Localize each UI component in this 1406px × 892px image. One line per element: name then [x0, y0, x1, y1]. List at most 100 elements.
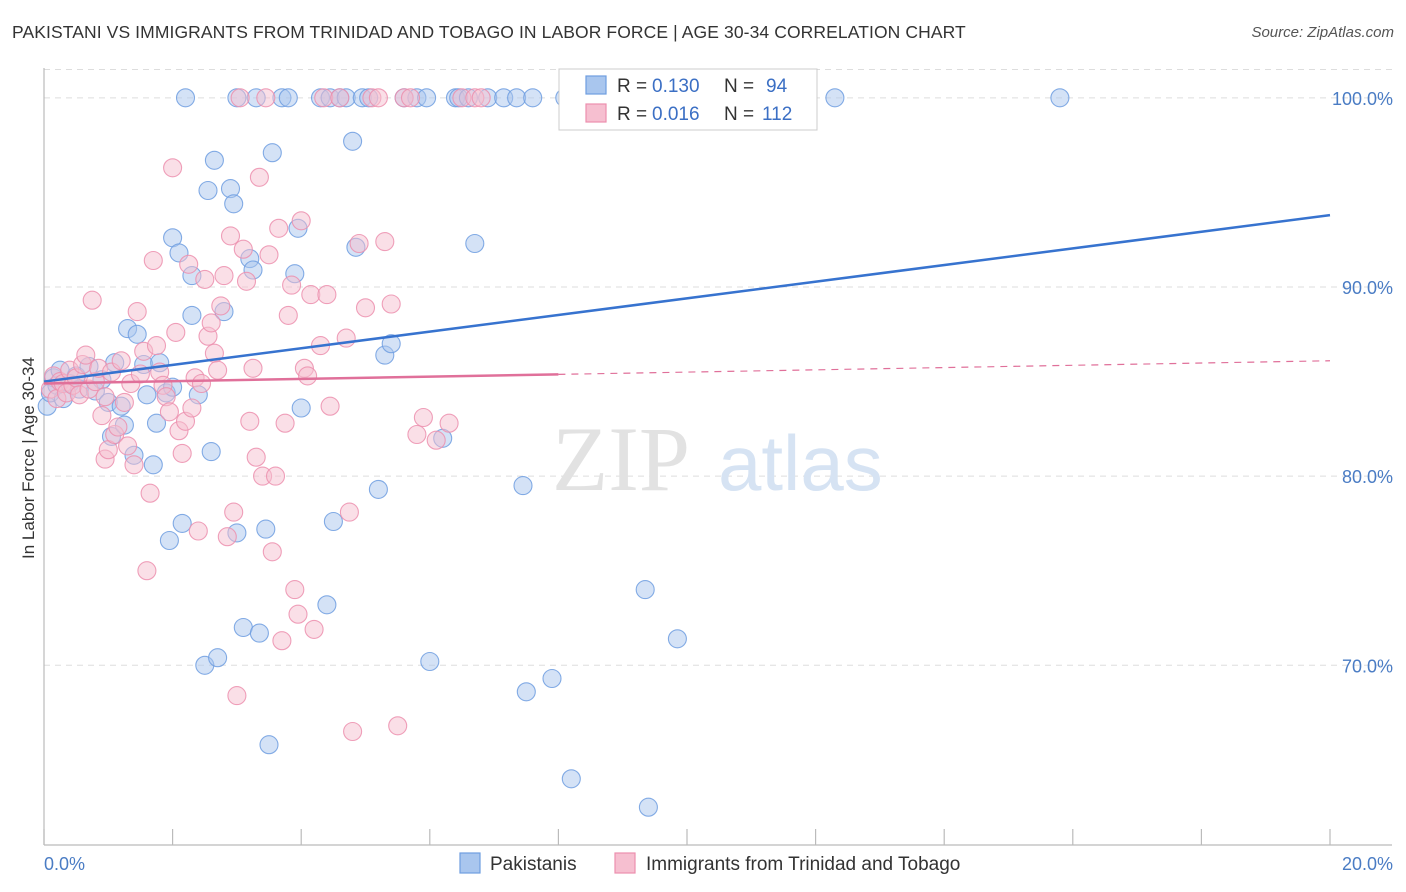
point-pakistanis	[208, 648, 228, 668]
point-trinidad	[163, 158, 183, 178]
point-pakistanis	[368, 479, 388, 499]
point-trinidad	[282, 275, 302, 295]
point-trinidad	[317, 285, 337, 305]
point-pakistanis	[262, 143, 282, 163]
point-pakistanis	[507, 88, 527, 108]
point-trinidad	[188, 521, 208, 541]
point-trinidad	[172, 443, 192, 463]
x-tick-label-max: 20.0%	[1342, 854, 1393, 874]
point-trinidad	[343, 721, 363, 742]
point-pakistanis	[198, 180, 218, 201]
point-trinidad	[275, 413, 295, 433]
point-trinidad	[265, 466, 286, 486]
legend-n-value-2: 112	[762, 104, 792, 125]
point-trinidad	[388, 716, 408, 736]
point-trinidad	[330, 88, 350, 108]
point-pakistanis	[224, 194, 244, 214]
point-trinidad	[137, 561, 157, 581]
watermark-zip: ZIP	[552, 408, 690, 510]
legend-n-label-1: N =	[724, 76, 754, 97]
point-trinidad	[285, 580, 305, 600]
point-trinidad	[246, 447, 266, 467]
y-tick-label: 90.0%	[1342, 278, 1393, 298]
point-pakistanis	[825, 88, 845, 108]
legend-r-value-1: 0.130	[652, 76, 700, 97]
legend-swatch-pakistanis	[585, 75, 607, 95]
point-pakistanis	[513, 476, 533, 496]
point-pakistanis	[1050, 88, 1070, 108]
point-trinidad	[413, 407, 433, 428]
bottom-legend-swatch-trinidad	[614, 852, 636, 874]
watermark-atlas: atlas	[718, 419, 883, 507]
point-pakistanis	[159, 530, 179, 551]
point-pakistanis	[516, 682, 536, 702]
point-trinidad	[407, 424, 427, 445]
point-trinidad	[227, 686, 247, 706]
point-trinidad	[339, 502, 359, 522]
point-trinidad	[214, 266, 234, 286]
point-trinidad	[211, 296, 231, 316]
point-pakistanis	[291, 398, 311, 418]
point-trinidad	[179, 254, 199, 274]
legend-r-label-1: R =	[617, 76, 647, 97]
bottom-legend-swatch-pakistanis	[459, 852, 481, 874]
point-trinidad	[381, 294, 401, 314]
tick-labels: 70.0% 80.0% 90.0% 100.0% 0.0% 20.0%	[44, 89, 1393, 874]
y-axis-label: In Labor Force | Age 30-34	[19, 357, 38, 559]
y-tick-label: 80.0%	[1342, 467, 1393, 487]
point-trinidad	[375, 232, 395, 252]
legend-box: R = 0.130 N = 94 R = 0.016 N = 112	[558, 68, 818, 131]
bottom-legend-label-trinidad: Immigrants from Trinidad and Tobago	[646, 854, 960, 875]
point-trinidad	[224, 502, 244, 522]
point-trinidad	[262, 542, 282, 562]
point-pakistanis	[201, 442, 221, 462]
point-trinidad	[195, 269, 215, 289]
point-trinidad	[301, 285, 321, 305]
point-trinidad	[426, 430, 446, 450]
point-pakistanis	[175, 88, 196, 108]
watermark: ZIP atlas	[552, 408, 883, 510]
point-trinidad	[191, 373, 212, 394]
point-pakistanis	[204, 150, 224, 170]
point-trinidad	[249, 167, 269, 187]
point-trinidad	[349, 233, 369, 254]
point-trinidad	[127, 302, 147, 322]
point-trinidad	[217, 527, 237, 547]
point-trinidad	[314, 88, 334, 108]
point-pakistanis	[146, 413, 167, 433]
point-trinidad	[259, 245, 279, 265]
point-pakistanis	[249, 623, 269, 643]
point-trinidad	[143, 250, 163, 271]
point-trinidad	[82, 290, 102, 310]
chart-title: PAKISTANI VS IMMIGRANTS FROM TRINIDAD AN…	[12, 22, 966, 42]
axes	[43, 68, 1392, 846]
point-trinidad	[320, 396, 340, 416]
point-trinidad	[92, 406, 112, 426]
bottom-legend: Pakistanis Immigrants from Trinidad and …	[459, 852, 960, 875]
point-trinidad	[95, 387, 115, 407]
trend-line-dashed-trinidad	[558, 360, 1331, 375]
legend-n-value-1: 94	[766, 76, 788, 97]
legend-r-value-2: 0.016	[652, 104, 700, 125]
point-trinidad	[220, 226, 241, 246]
point-pakistanis	[233, 617, 253, 638]
trend-lines	[43, 213, 1331, 385]
point-trinidad	[201, 313, 221, 333]
point-pakistanis	[256, 519, 276, 539]
point-pakistanis	[182, 305, 202, 325]
point-pakistanis	[317, 595, 337, 615]
point-trinidad	[243, 358, 263, 378]
point-pakistanis	[465, 233, 485, 254]
point-pakistanis	[635, 580, 655, 600]
point-pakistanis	[417, 88, 437, 108]
point-trinidad	[298, 366, 318, 386]
trend-line-pakistanis	[43, 213, 1331, 383]
point-trinidad	[400, 88, 421, 108]
point-trinidad	[146, 336, 167, 356]
point-trinidad	[111, 351, 131, 371]
point-trinidad	[233, 239, 253, 259]
source-credit: Source: ZipAtlas.com	[1251, 24, 1394, 41]
point-trinidad	[208, 360, 228, 380]
point-trinidad	[272, 631, 292, 651]
